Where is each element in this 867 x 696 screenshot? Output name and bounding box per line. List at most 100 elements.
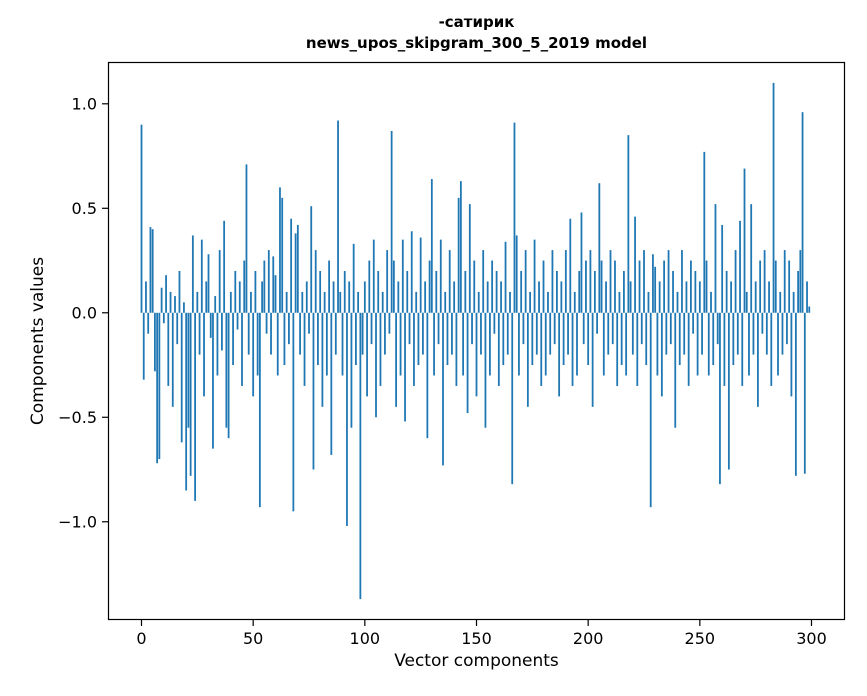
bar bbox=[348, 281, 351, 313]
bar bbox=[455, 312, 458, 386]
bar bbox=[191, 235, 194, 313]
bar bbox=[243, 260, 246, 313]
bar bbox=[734, 250, 737, 313]
bar bbox=[372, 239, 375, 313]
bar bbox=[526, 312, 529, 407]
bar bbox=[238, 281, 241, 313]
bar bbox=[258, 312, 261, 508]
bar bbox=[261, 281, 263, 313]
bar bbox=[721, 225, 724, 313]
bar bbox=[589, 250, 592, 313]
bar bbox=[301, 291, 304, 313]
bar bbox=[701, 312, 703, 355]
bar bbox=[640, 312, 643, 345]
bar bbox=[187, 312, 190, 428]
y-tick-label: −1.0 bbox=[58, 512, 97, 531]
bar bbox=[361, 312, 364, 355]
bar bbox=[571, 312, 574, 386]
bar bbox=[591, 312, 594, 407]
bar bbox=[419, 237, 422, 313]
bar bbox=[535, 312, 538, 355]
bar bbox=[763, 250, 766, 313]
bar bbox=[484, 312, 487, 428]
bar bbox=[596, 312, 598, 334]
bar bbox=[433, 312, 435, 376]
bar bbox=[473, 260, 476, 313]
bar bbox=[647, 291, 650, 313]
bar bbox=[491, 260, 494, 313]
bar bbox=[500, 281, 502, 313]
bar bbox=[524, 250, 527, 313]
bar bbox=[397, 281, 400, 313]
bar bbox=[585, 260, 587, 313]
bar bbox=[781, 312, 784, 355]
bar bbox=[232, 312, 234, 366]
bar bbox=[404, 312, 406, 422]
bar bbox=[573, 291, 576, 313]
bar bbox=[736, 312, 739, 355]
bar bbox=[593, 270, 596, 313]
bar bbox=[757, 312, 759, 407]
bar bbox=[710, 291, 712, 313]
bar bbox=[529, 291, 531, 313]
bar bbox=[270, 312, 272, 355]
bars bbox=[140, 82, 811, 600]
bar bbox=[359, 312, 362, 600]
bar bbox=[714, 204, 717, 313]
bar bbox=[520, 270, 523, 313]
bar bbox=[426, 312, 429, 439]
bar bbox=[189, 312, 192, 476]
axis-ticks bbox=[102, 103, 813, 626]
bar bbox=[355, 312, 357, 366]
bar bbox=[227, 312, 230, 439]
bar bbox=[806, 281, 808, 313]
bar bbox=[377, 270, 380, 313]
bar bbox=[493, 312, 496, 334]
bar bbox=[576, 312, 578, 376]
bar bbox=[727, 312, 730, 470]
y-tick-label: 1.0 bbox=[72, 94, 97, 113]
bar bbox=[674, 312, 677, 428]
bar bbox=[799, 250, 802, 313]
bar bbox=[549, 312, 552, 355]
bar bbox=[401, 239, 404, 313]
bar bbox=[194, 312, 196, 501]
bar bbox=[341, 312, 344, 376]
bar bbox=[312, 312, 315, 470]
bar bbox=[518, 312, 520, 376]
bar bbox=[694, 270, 697, 313]
bar bbox=[288, 312, 290, 345]
bar bbox=[542, 260, 545, 313]
bar bbox=[223, 220, 226, 313]
bar bbox=[290, 218, 293, 313]
bar bbox=[330, 312, 333, 455]
bar bbox=[265, 312, 268, 334]
bar bbox=[185, 312, 188, 491]
bar bbox=[790, 312, 793, 397]
plot-area: 0 50 100 150 200 250 300 1.0 0.5 0.0 −0.5 −1.0 bbox=[58, 61, 846, 648]
bar bbox=[676, 291, 679, 313]
plot-frame bbox=[107, 61, 846, 621]
bar bbox=[198, 312, 201, 355]
bar bbox=[430, 179, 433, 313]
bar bbox=[174, 296, 176, 313]
bar bbox=[732, 312, 735, 366]
bar bbox=[332, 281, 335, 313]
x-tick-label: 0 bbox=[136, 629, 146, 648]
bar bbox=[462, 312, 464, 376]
bar bbox=[672, 270, 674, 313]
bar bbox=[363, 281, 366, 313]
bar bbox=[214, 296, 217, 313]
bar bbox=[209, 312, 212, 338]
bar bbox=[392, 260, 395, 313]
bar bbox=[299, 312, 301, 355]
bar bbox=[750, 204, 753, 313]
bar bbox=[245, 164, 248, 313]
bar bbox=[553, 312, 556, 345]
bar bbox=[236, 312, 239, 330]
bar bbox=[551, 250, 554, 313]
bar bbox=[580, 212, 583, 313]
bar bbox=[305, 281, 308, 313]
bar bbox=[437, 312, 440, 345]
